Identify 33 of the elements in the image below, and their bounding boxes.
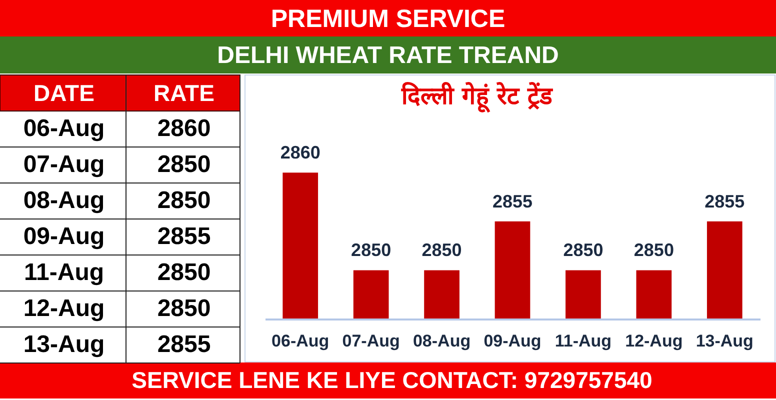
chart-title: DELHI WHEAT RATE TREAND <box>217 42 559 69</box>
text: DATE <box>34 80 94 106</box>
data-label: 2860 <box>157 115 211 142</box>
data-label: 2855 <box>492 191 533 212</box>
data-label: 2850 <box>157 151 211 178</box>
x-tick-label: 11-Aug <box>554 332 612 350</box>
category-label: 06-Aug <box>23 115 105 142</box>
data-label: 2850 <box>563 240 604 260</box>
data-label: 2855 <box>157 331 211 358</box>
data-label: 2855 <box>157 223 211 250</box>
text: RATE <box>154 80 214 106</box>
category-label: 09-Aug <box>23 223 105 250</box>
data-label: 2850 <box>422 240 462 260</box>
x-tick-label: 08-Aug <box>412 332 471 350</box>
x-tick-label: 06-Aug <box>272 332 330 350</box>
text: SERVICE LENE KE LIYE CONTACT: 9729757540 <box>132 367 652 393</box>
category-label: 07-Aug <box>23 151 105 178</box>
category-label: 08-Aug <box>23 187 105 214</box>
x-tick-label: 09-Aug <box>484 332 542 350</box>
data-label: 2855 <box>704 191 745 212</box>
data-label: 2850 <box>351 240 392 260</box>
data-label: 2850 <box>157 259 211 286</box>
text: PREMIUM SERVICE <box>270 5 506 33</box>
x-tick-label: 13-Aug <box>696 332 754 350</box>
category-label: 12-Aug <box>23 295 105 322</box>
category-label: 11-Aug <box>24 259 104 286</box>
chart-subtitle: दिल्ली गेहूं रेट ट्रेंड <box>400 82 554 113</box>
data-label: 2850 <box>157 187 211 214</box>
x-tick-label: 07-Aug <box>342 332 400 350</box>
data-label: 2850 <box>634 240 674 260</box>
x-tick-label: 12-Aug <box>625 332 683 350</box>
data-label: 2850 <box>157 295 211 322</box>
data-label: 2860 <box>280 142 320 163</box>
